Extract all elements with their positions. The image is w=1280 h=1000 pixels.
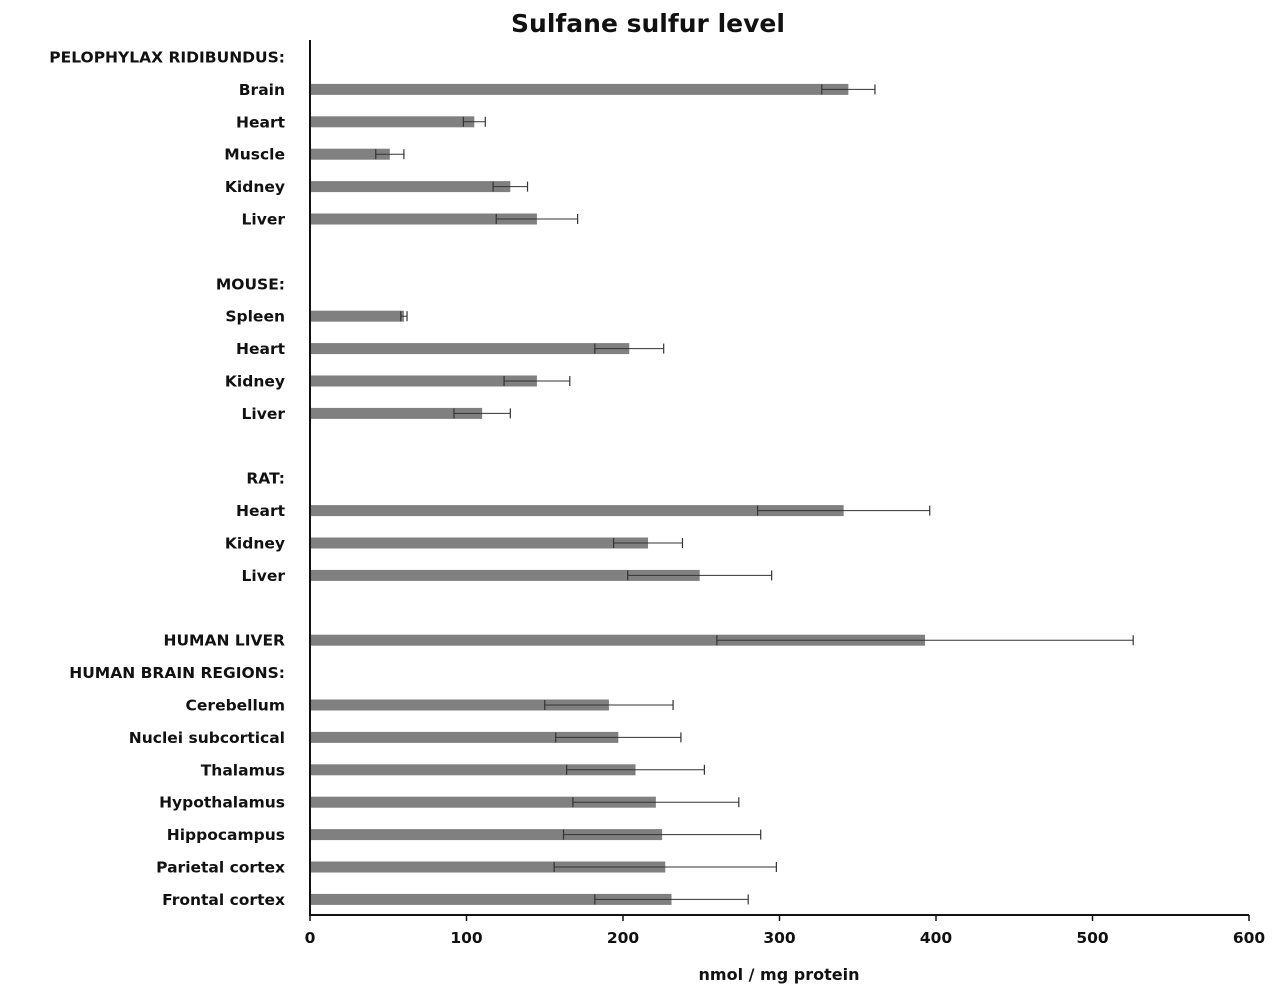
row-label-3: Muscle — [224, 146, 285, 164]
row-label-26: Frontal cortex — [162, 891, 285, 909]
error-bar-15 — [613, 538, 684, 548]
bar-18 — [310, 634, 926, 646]
error-bar-5 — [495, 214, 579, 224]
bar-25 — [310, 861, 666, 873]
row-label-2: Heart — [236, 113, 286, 131]
x-tick-label-6: 600 — [1233, 929, 1266, 947]
row-label-15: Kidney — [225, 535, 285, 553]
error-bar-23 — [572, 797, 740, 808]
error-bar-9 — [594, 343, 665, 354]
bar-3 — [310, 148, 390, 160]
error-bar-24 — [562, 829, 762, 840]
group-label-7: MOUSE: — [216, 275, 285, 293]
bar-5 — [310, 213, 537, 225]
error-bar-11 — [453, 408, 511, 419]
bar-24 — [310, 829, 663, 841]
error-bar-4 — [492, 181, 529, 192]
bar-4 — [310, 181, 511, 193]
error-bar-14 — [756, 505, 931, 516]
row-label-20: Cerebellum — [186, 697, 285, 715]
error-bar-8 — [400, 311, 408, 322]
bar-16 — [310, 569, 700, 581]
group-label-13: RAT: — [246, 470, 285, 488]
error-bar-3 — [375, 149, 405, 160]
row-label-4: Kidney — [225, 178, 285, 196]
error-bar-1 — [821, 84, 876, 95]
error-bar-10 — [503, 376, 571, 386]
error-bar-22 — [566, 764, 705, 775]
bar-9 — [310, 343, 630, 355]
x-tick-label-2: 200 — [607, 929, 640, 947]
x-tick-label-5: 500 — [1076, 929, 1109, 947]
row-label-11: Liver — [242, 405, 286, 423]
row-label-25: Parietal cortex — [156, 859, 285, 877]
row-label-22: Thalamus — [201, 761, 285, 779]
error-bar-25 — [553, 862, 777, 872]
bar-8 — [310, 310, 404, 322]
error-bar-2 — [462, 116, 486, 127]
row-label-5: Liver — [242, 211, 286, 229]
x-tick-label-4: 400 — [920, 929, 953, 947]
bar-10 — [310, 375, 537, 387]
bar-11 — [310, 407, 483, 419]
bar-1 — [310, 83, 849, 95]
axes-layer: 0 100 200 300 400 500 600 — [305, 40, 1266, 947]
x-tick-label-3: 300 — [763, 929, 796, 947]
bar-14 — [310, 505, 844, 517]
bar-23 — [310, 796, 656, 808]
x-tick-label-1: 100 — [450, 929, 483, 947]
group-label-19: HUMAN BRAIN REGIONS: — [69, 664, 285, 682]
bar-26 — [310, 893, 672, 905]
row-label-16: Liver — [242, 567, 286, 585]
x-tick-label-0: 0 — [305, 929, 316, 947]
row-label-21: Nuclei subcortical — [129, 729, 285, 747]
bar-15 — [310, 537, 649, 549]
row-label-23: Hypothalamus — [159, 794, 285, 812]
row-label-1: Brain — [239, 81, 285, 99]
error-bar-21 — [555, 732, 682, 743]
bar-20 — [310, 699, 609, 711]
bar-2 — [310, 116, 475, 128]
group-label-18: HUMAN LIVER — [163, 632, 285, 650]
bars-layer: PELOPHYLAX RIDIBUNDUS: Brain Heart Muscle Ki… — [49, 49, 1134, 909]
chart-title: Sulfane sulfur level — [511, 9, 785, 38]
row-label-24: Hippocampus — [167, 826, 285, 844]
row-label-8: Spleen — [225, 308, 285, 326]
error-bar-16 — [627, 570, 773, 581]
row-label-14: Heart — [236, 502, 286, 520]
bar-21 — [310, 731, 619, 743]
group-label-0: PELOPHYLAX RIDIBUNDUS: — [49, 49, 285, 67]
error-bar-18 — [716, 635, 1134, 646]
error-bar-26 — [594, 894, 749, 905]
row-label-10: Kidney — [225, 373, 285, 391]
row-label-9: Heart — [236, 340, 286, 358]
x-axis-label: nmol / mg protein — [699, 965, 860, 984]
bar-22 — [310, 764, 636, 776]
error-bar-20 — [544, 700, 674, 710]
